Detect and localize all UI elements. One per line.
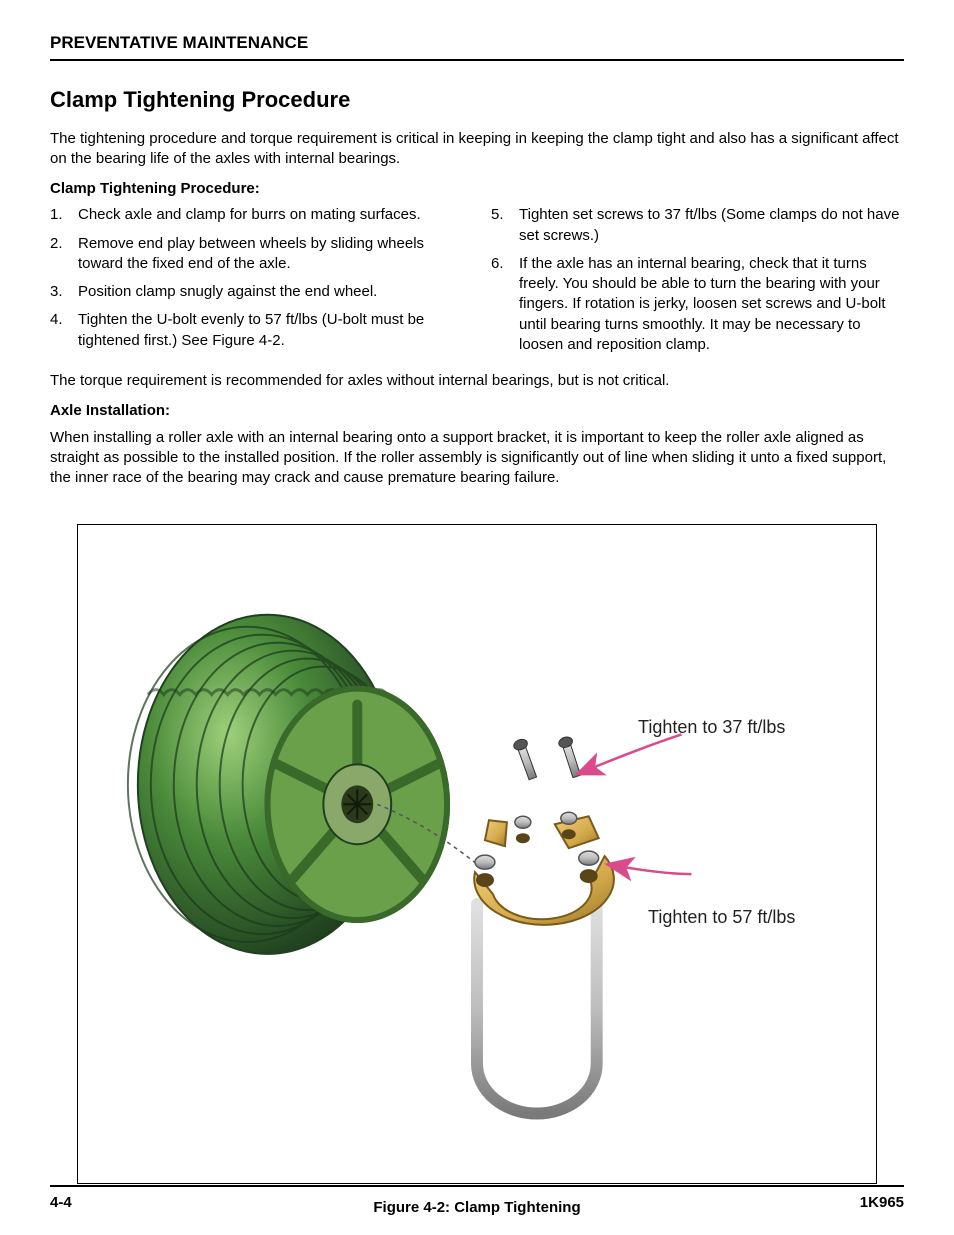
arrow-to-ubolt — [607, 865, 692, 875]
roller-wheel — [128, 615, 449, 954]
step-number: 3. — [50, 282, 78, 302]
section-header: PREVENTATIVE MAINTENANCE — [50, 32, 904, 61]
clamp-assembly — [467, 736, 614, 1114]
label-37: Tighten to 37 ft/lbs — [638, 715, 785, 739]
procedure-columns: 1.Check axle and clamp for burrs on mati… — [50, 205, 904, 363]
clamp-illustration — [78, 525, 876, 1183]
procedure-heading: Clamp Tightening Procedure: — [50, 179, 904, 199]
axle-text: When installing a roller axle with an in… — [50, 428, 904, 489]
list-item: 2.Remove end play between wheels by slid… — [50, 234, 463, 275]
step-number: 6. — [491, 254, 519, 355]
step-number: 1. — [50, 205, 78, 225]
arrow-to-set-screws — [577, 735, 682, 775]
list-item: 6.If the axle has an internal bearing, c… — [491, 254, 904, 355]
procedure-list-right: 5.Tighten set screws to 37 ft/lbs (Some … — [491, 205, 904, 355]
step-text: Position clamp snugly against the end wh… — [78, 282, 463, 302]
procedure-list-left: 1.Check axle and clamp for burrs on mati… — [50, 205, 463, 351]
step-number: 4. — [50, 310, 78, 351]
step-text: Check axle and clamp for burrs on mating… — [78, 205, 463, 225]
step-number: 2. — [50, 234, 78, 275]
set-screws — [512, 736, 583, 781]
step-text: Tighten set screws to 37 ft/lbs (Some cl… — [519, 205, 904, 246]
list-item: 3.Position clamp snugly against the end … — [50, 282, 463, 302]
list-item: 1.Check axle and clamp for burrs on mati… — [50, 205, 463, 225]
step-text: Tighten the U-bolt evenly to 57 ft/lbs (… — [78, 310, 463, 351]
list-item: 4.Tighten the U-bolt evenly to 57 ft/lbs… — [50, 310, 463, 351]
step-number: 5. — [491, 205, 519, 246]
page-footer: 4-4 1K965 — [50, 1185, 904, 1213]
axle-heading: Axle Installation: — [50, 401, 904, 421]
list-item: 5.Tighten set screws to 37 ft/lbs (Some … — [491, 205, 904, 246]
label-57: Tighten to 57 ft/lbs — [648, 905, 795, 929]
u-bolt — [477, 904, 597, 1113]
step-text: If the axle has an internal bearing, che… — [519, 254, 904, 355]
figure-box: Tighten to 37 ft/lbs Tighten to 57 ft/lb… — [77, 524, 877, 1184]
page-title: Clamp Tightening Procedure — [50, 85, 904, 115]
footer-doc: 1K965 — [860, 1193, 904, 1213]
torque-note: The torque requirement is recommended fo… — [50, 371, 904, 391]
footer-page: 4-4 — [50, 1193, 72, 1213]
step-text: Remove end play between wheels by slidin… — [78, 234, 463, 275]
intro-text: The tightening procedure and torque requ… — [50, 129, 904, 170]
